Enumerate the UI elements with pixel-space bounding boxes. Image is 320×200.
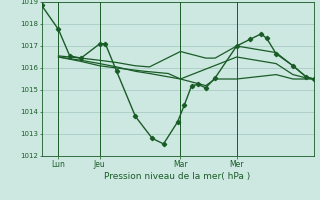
X-axis label: Pression niveau de la mer( hPa ): Pression niveau de la mer( hPa ) xyxy=(104,172,251,181)
